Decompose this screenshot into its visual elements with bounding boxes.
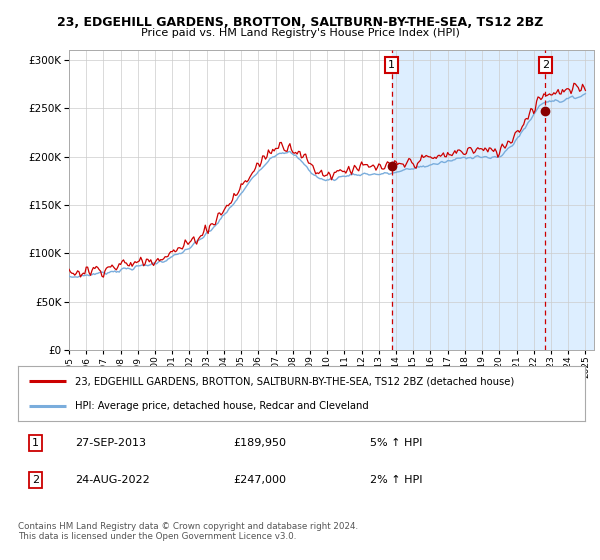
- Text: 2: 2: [542, 60, 549, 70]
- Text: Price paid vs. HM Land Registry's House Price Index (HPI): Price paid vs. HM Land Registry's House …: [140, 28, 460, 38]
- Text: 2: 2: [32, 475, 40, 486]
- Text: 5% ↑ HPI: 5% ↑ HPI: [370, 438, 422, 448]
- Bar: [545, 50, 594, 350]
- Text: 1: 1: [388, 60, 395, 70]
- Text: £189,950: £189,950: [233, 438, 286, 448]
- Text: 1: 1: [32, 438, 39, 448]
- Text: HPI: Average price, detached house, Redcar and Cleveland: HPI: Average price, detached house, Redc…: [75, 402, 368, 411]
- Text: 23, EDGEHILL GARDENS, BROTTON, SALTBURN-BY-THE-SEA, TS12 2BZ (detached house): 23, EDGEHILL GARDENS, BROTTON, SALTBURN-…: [75, 376, 514, 386]
- Bar: [392, 50, 545, 350]
- Text: 23, EDGEHILL GARDENS, BROTTON, SALTBURN-BY-THE-SEA, TS12 2BZ: 23, EDGEHILL GARDENS, BROTTON, SALTBURN-…: [57, 16, 543, 29]
- Text: Contains HM Land Registry data © Crown copyright and database right 2024.
This d: Contains HM Land Registry data © Crown c…: [18, 522, 358, 542]
- Text: 2% ↑ HPI: 2% ↑ HPI: [370, 475, 422, 486]
- Text: 24-AUG-2022: 24-AUG-2022: [75, 475, 149, 486]
- Text: £247,000: £247,000: [233, 475, 286, 486]
- Text: 27-SEP-2013: 27-SEP-2013: [75, 438, 146, 448]
